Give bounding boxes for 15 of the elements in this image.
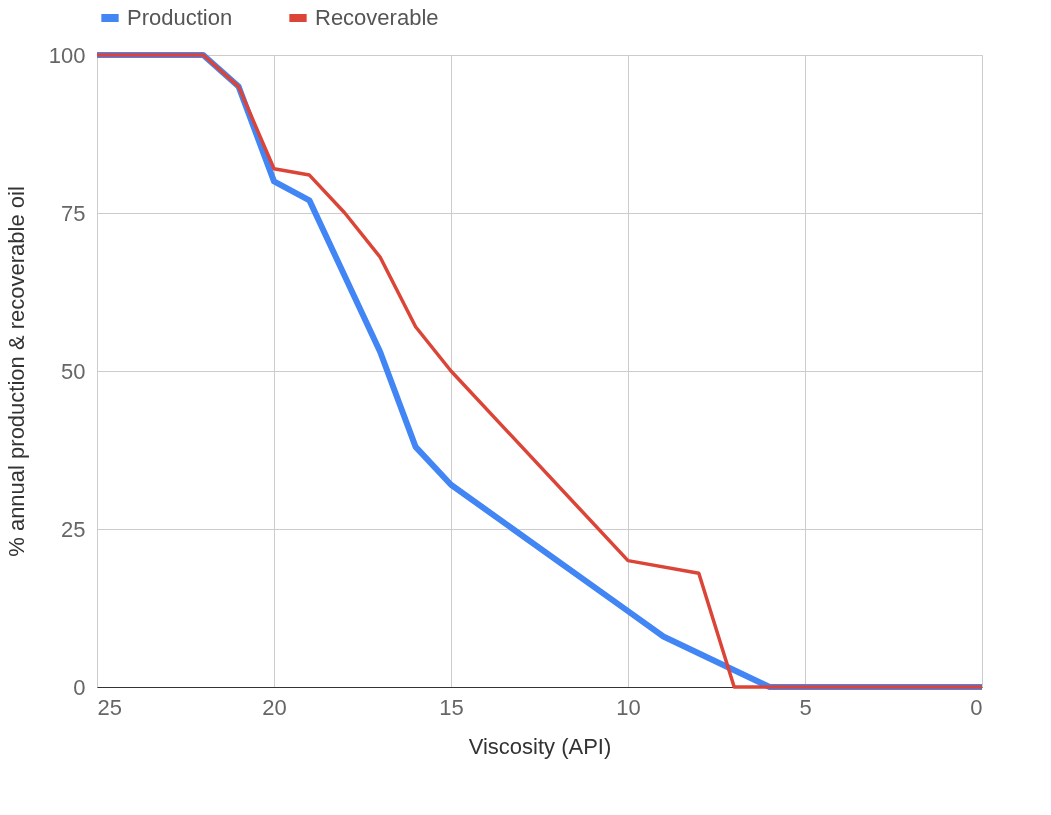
y-tick-label: 50 bbox=[61, 358, 86, 384]
x-tick-label: 25 bbox=[97, 694, 122, 720]
x-tick-label: 15 bbox=[439, 694, 464, 720]
y-tick-label: 75 bbox=[61, 200, 86, 226]
legend-label: Recoverable bbox=[315, 5, 439, 30]
x-tick-label: 10 bbox=[616, 694, 641, 720]
y-tick-label: 100 bbox=[48, 42, 86, 68]
y-tick-label: 0 bbox=[73, 674, 86, 700]
x-axis-title: Viscosity (API) bbox=[468, 733, 612, 759]
x-tick-label: 20 bbox=[262, 694, 287, 720]
y-axis-title: % annual production & recoverable oil bbox=[3, 186, 29, 557]
y-tick-label: 25 bbox=[61, 516, 86, 542]
legend-label: Production bbox=[127, 5, 233, 30]
x-tick-label: 5 bbox=[799, 694, 812, 720]
x-tick-label: 0 bbox=[970, 694, 983, 720]
